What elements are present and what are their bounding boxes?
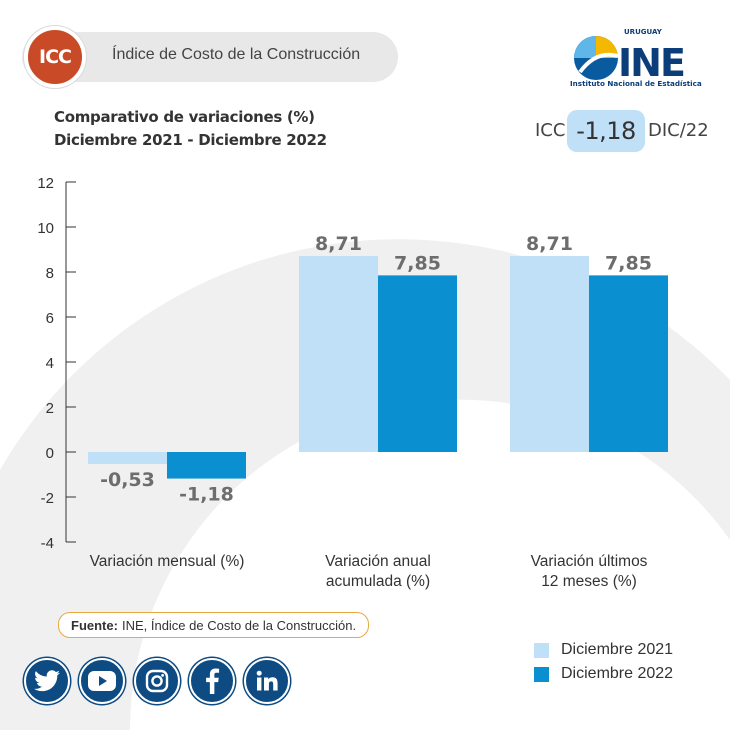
bar <box>589 275 668 452</box>
source-note: Fuente: INE, Índice de Costo de la Const… <box>58 612 370 638</box>
chart-subtitle: Comparativo de variaciones (%) Diciembre… <box>54 106 327 152</box>
source-label: Fuente: <box>71 617 118 633</box>
source-text: INE, Índice de Costo de la Construcción. <box>121 617 357 633</box>
indicator-period: DIC/22 <box>648 120 709 141</box>
legend-label-2021: Diciembre 2021 <box>561 641 674 658</box>
y-tick-label: 12 <box>37 175 54 192</box>
x-category-label: Variación mensual (%) <box>72 552 262 572</box>
y-tick-label: 2 <box>46 400 54 417</box>
bar <box>510 256 589 452</box>
y-tick-label: 0 <box>46 445 54 462</box>
x-category-label-line: 12 meses (%) <box>541 573 637 590</box>
y-tick-label: 10 <box>37 220 54 237</box>
bar <box>378 275 457 452</box>
x-category-label: Variación anual acumulada (%) <box>283 552 473 592</box>
bar <box>88 452 167 464</box>
x-category-label-line: Variación anual <box>325 553 431 570</box>
x-category-label-line: Variación últimos <box>530 553 648 570</box>
indicator-label: ICC <box>535 120 566 141</box>
data-label: 7,85 <box>394 252 441 274</box>
bar <box>167 452 246 479</box>
bar <box>299 256 378 452</box>
legend-swatch-2021 <box>534 642 549 658</box>
icc-badge: ICC <box>24 26 86 88</box>
linkedin-icon[interactable] <box>244 658 290 704</box>
subtitle-line-2: Diciembre 2021 - Diciembre 2022 <box>54 131 327 149</box>
y-tick-label: -2 <box>41 490 54 507</box>
legend-swatch-2022 <box>534 666 549 682</box>
logo-country: URUGUAY <box>624 28 663 36</box>
social-links <box>24 658 290 704</box>
y-tick-label: -4 <box>41 535 54 552</box>
legend-item-2022: Diciembre 2022 <box>534 662 673 686</box>
data-label: 7,85 <box>605 252 652 274</box>
y-tick-label: 4 <box>46 355 54 372</box>
data-label: 8,71 <box>315 233 362 255</box>
header-title: Índice de Costo de la Construcción <box>112 46 361 63</box>
x-category-label-line: Variación mensual (%) <box>89 553 245 570</box>
twitter-icon[interactable] <box>24 658 70 704</box>
legend-label-2022: Diciembre 2022 <box>561 665 674 682</box>
x-category-label: Variación últimos 12 meses (%) <box>494 552 684 592</box>
youtube-icon[interactable] <box>79 658 125 704</box>
subtitle-line-1: Comparativo de variaciones (%) <box>54 108 315 126</box>
x-category-label-line: acumulada (%) <box>325 573 431 590</box>
legend: Diciembre 2021 Diciembre 2022 <box>534 638 673 686</box>
data-label: 8,71 <box>526 233 573 255</box>
y-tick-label: 8 <box>46 265 54 282</box>
indicator-value: -1,18 <box>567 110 645 152</box>
facebook-icon[interactable] <box>189 658 235 704</box>
data-label: -0,53 <box>100 469 155 491</box>
logo-name: INE <box>618 41 684 85</box>
logo-subtitle: Instituto Nacional de Estadística <box>570 79 702 88</box>
ine-logo: URUGUAY INE Instituto Nacional de Estadí… <box>570 28 702 88</box>
header: ICC Índice de Costo de la Construcción <box>22 26 398 88</box>
data-label: -1,18 <box>179 484 234 506</box>
instagram-icon[interactable] <box>134 658 180 704</box>
legend-item-2021: Diciembre 2021 <box>534 638 673 662</box>
y-tick-label: 6 <box>46 310 54 327</box>
